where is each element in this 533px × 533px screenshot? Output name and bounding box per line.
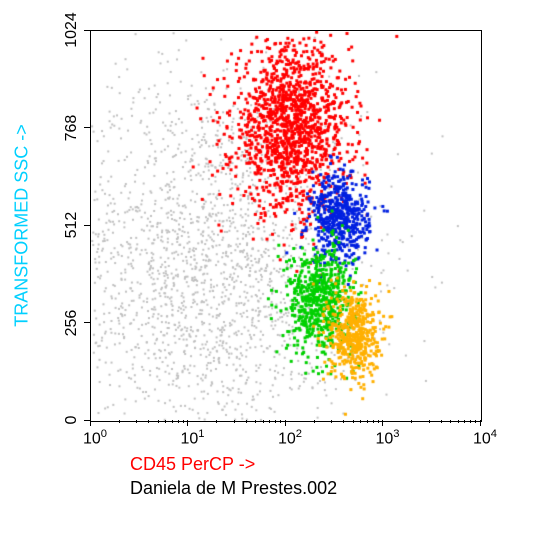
x-minor-tick: [280, 420, 281, 423]
scatter-canvas: [91, 31, 481, 421]
x-minor-tick: [178, 420, 179, 423]
x-minor-tick: [246, 420, 247, 423]
x-minor-tick: [367, 420, 368, 423]
x-minor-tick: [136, 420, 137, 423]
y-tick-label: 512: [63, 195, 81, 255]
y-tick: [84, 30, 90, 31]
y-tick: [84, 322, 90, 323]
x-minor-tick: [450, 420, 451, 423]
x-minor-tick: [360, 420, 361, 423]
x-tick: [187, 420, 188, 426]
y-axis-label: TRANSFORMED SSC ->: [12, 31, 33, 421]
x-tick: [382, 420, 383, 426]
x-minor-tick: [158, 420, 159, 423]
x-minor-tick: [119, 420, 120, 423]
y-tick-label: 1024: [63, 0, 81, 60]
x-axis-label: CD45 PerCP ->: [130, 454, 255, 475]
chart-container: TRANSFORMED SSC -> CD45 PerCP -> Daniela…: [0, 0, 533, 533]
x-tick-label: 103: [368, 428, 408, 448]
x-tick: [90, 420, 91, 426]
x-minor-tick: [464, 420, 465, 423]
x-minor-tick: [470, 420, 471, 423]
x-minor-tick: [378, 420, 379, 423]
x-minor-tick: [165, 420, 166, 423]
x-minor-tick: [343, 420, 344, 423]
x-tick-label: 102: [270, 428, 310, 448]
x-minor-tick: [269, 420, 270, 423]
x-minor-tick: [475, 420, 476, 423]
x-minor-tick: [183, 420, 184, 423]
x-minor-tick: [429, 420, 430, 423]
x-minor-tick: [172, 420, 173, 423]
y-tick-label: 768: [63, 98, 81, 158]
x-minor-tick: [148, 420, 149, 423]
x-minor-tick: [331, 420, 332, 423]
x-tick: [285, 420, 286, 426]
x-minor-tick: [216, 420, 217, 423]
x-minor-tick: [411, 420, 412, 423]
y-tick: [84, 225, 90, 226]
x-minor-tick: [234, 420, 235, 423]
x-minor-tick: [314, 420, 315, 423]
y-tick: [84, 127, 90, 128]
x-tick-label: 101: [173, 428, 213, 448]
x-minor-tick: [441, 420, 442, 423]
x-minor-tick: [255, 420, 256, 423]
x-minor-tick: [373, 420, 374, 423]
x-minor-tick: [263, 420, 264, 423]
x-tick-label: 100: [75, 428, 115, 448]
x-minor-tick: [353, 420, 354, 423]
chart-caption: Daniela de M Prestes.002: [130, 478, 337, 499]
x-minor-tick: [275, 420, 276, 423]
x-tick: [480, 420, 481, 426]
y-tick-label: 256: [63, 293, 81, 353]
plot-area: [90, 30, 482, 422]
x-minor-tick: [458, 420, 459, 423]
x-tick-label: 104: [465, 428, 505, 448]
